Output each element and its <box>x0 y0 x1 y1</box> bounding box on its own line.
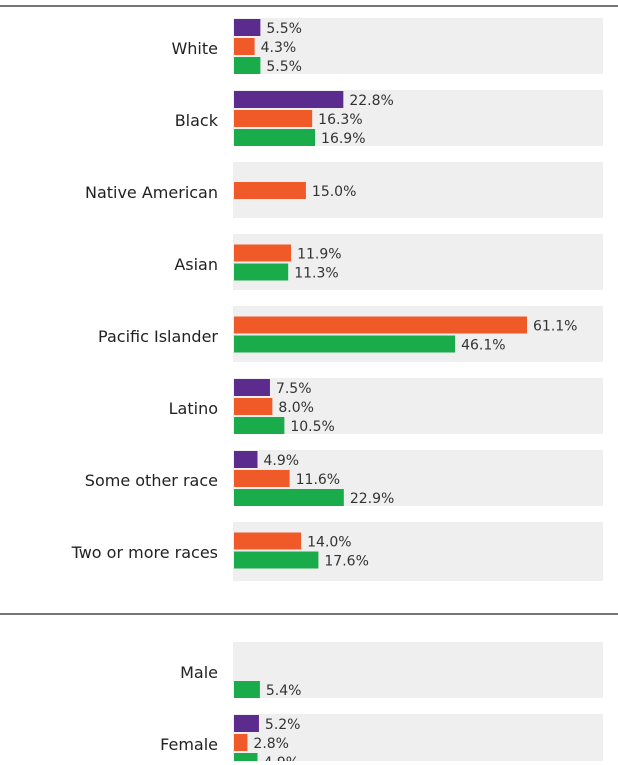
data-label: 61.1% <box>533 319 577 335</box>
bar <box>234 129 316 146</box>
data-label: 11.9% <box>297 247 341 263</box>
bar <box>234 470 290 487</box>
category-label: Pacific Islander <box>98 327 218 346</box>
data-label: 4.3% <box>261 40 297 56</box>
data-label: 14.0% <box>307 535 351 551</box>
bar <box>234 489 344 506</box>
bar <box>234 551 319 569</box>
row-background <box>233 234 603 290</box>
data-label: 11.6% <box>296 472 340 488</box>
data-label: 4.9% <box>263 453 299 469</box>
row-background <box>233 378 603 434</box>
category-label: Latino <box>169 399 218 418</box>
bar <box>234 715 259 732</box>
category-label: Male <box>180 663 218 682</box>
bar <box>234 379 270 396</box>
bar <box>234 398 273 415</box>
bar <box>234 734 248 751</box>
category-label: Female <box>160 735 218 754</box>
category-label: Two or more races <box>71 543 218 562</box>
bar <box>234 182 306 199</box>
category-label: Native American <box>85 183 218 202</box>
data-label: 2.8% <box>253 736 289 752</box>
data-label: 11.3% <box>294 266 338 282</box>
bar <box>234 244 292 262</box>
bar <box>234 110 313 127</box>
data-label: 46.1% <box>461 338 505 354</box>
data-label: 15.0% <box>312 184 356 200</box>
bar <box>234 316 527 334</box>
row-background <box>233 306 603 362</box>
bar <box>234 91 344 108</box>
data-label: 5.4% <box>266 683 302 699</box>
bar <box>234 335 456 353</box>
bar <box>234 753 258 765</box>
category-label: Asian <box>174 255 218 274</box>
data-label: 5.2% <box>265 717 301 733</box>
category-label: White <box>171 39 218 58</box>
data-label: 4.9% <box>263 755 299 761</box>
bar <box>234 417 285 434</box>
data-label: 7.5% <box>276 381 312 397</box>
data-label: 5.5% <box>266 21 302 37</box>
bar <box>234 57 261 74</box>
bar <box>234 263 289 281</box>
data-label: 5.5% <box>266 59 302 75</box>
bar <box>234 19 261 36</box>
data-label: 10.5% <box>290 419 334 435</box>
row-background <box>233 714 603 765</box>
bar <box>234 38 255 55</box>
category-label: Black <box>175 111 219 130</box>
bar <box>234 681 260 698</box>
data-label: 16.3% <box>318 112 362 128</box>
data-label: 8.0% <box>278 400 314 416</box>
bar <box>234 532 302 550</box>
data-label: 16.9% <box>321 131 365 147</box>
row-background <box>233 642 603 698</box>
category-label: Some other race <box>85 471 218 490</box>
data-label: 22.9% <box>350 491 394 507</box>
data-label: 22.8% <box>349 93 393 109</box>
row-background <box>233 18 603 74</box>
data-label: 17.6% <box>324 554 368 570</box>
bar <box>234 451 258 468</box>
